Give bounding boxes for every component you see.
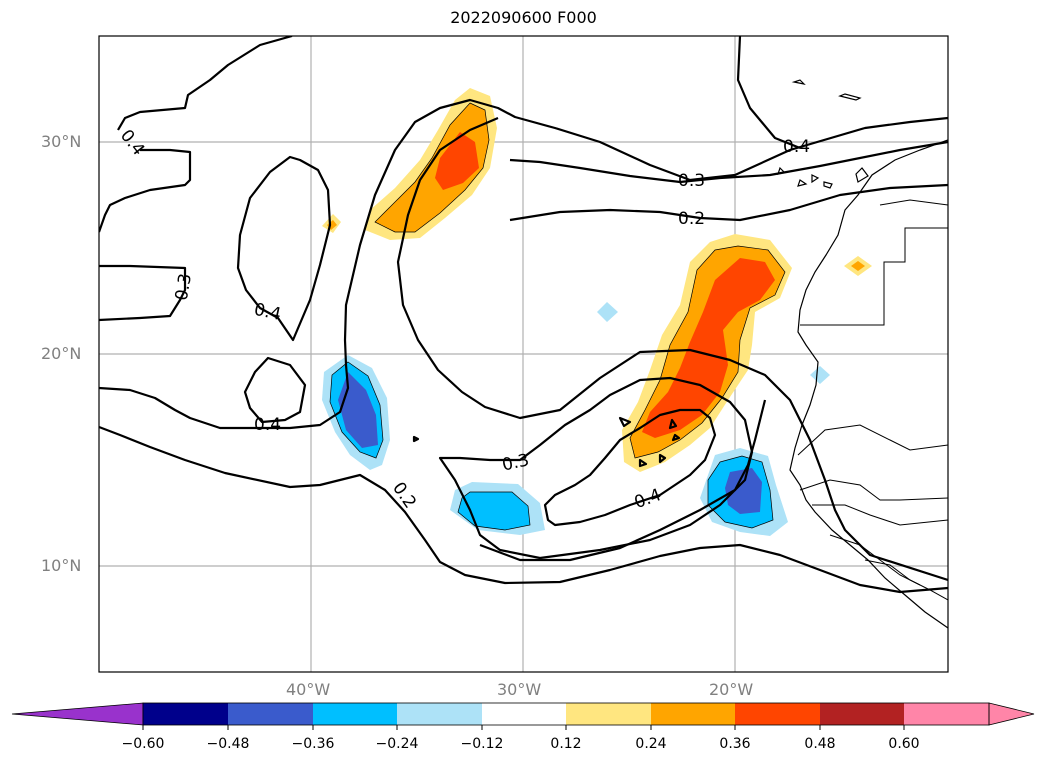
map-frame — [98, 35, 949, 673]
gridlines — [99, 36, 948, 672]
colorbar-tick-label: 0.48 — [804, 736, 836, 752]
colorbar-swatch — [313, 703, 397, 725]
colorbar-tick-label: −0.24 — [375, 736, 419, 752]
colorbar-swatch — [143, 703, 228, 725]
colorbar-swatch — [735, 703, 820, 725]
contour-label: 0.3 — [500, 450, 531, 475]
lat-label-10n: 10°N — [41, 556, 82, 575]
contour-label: 0.4 — [783, 137, 810, 157]
colorbar-tick-label: −0.12 — [460, 736, 504, 752]
contour-label: 0.4 — [254, 415, 281, 435]
colorbar-swatch — [397, 703, 482, 725]
lon-label-20w: 20°W — [709, 680, 754, 699]
colorbar-swatch — [482, 703, 566, 725]
contour-label: 0.2 — [678, 209, 705, 229]
colorbar-tick-label: 0.12 — [550, 736, 582, 752]
contour-lines — [99, 36, 948, 594]
colorbar-min-extend — [11, 702, 144, 726]
contour-label: 0.3 — [678, 171, 705, 191]
contour-label: 0.4 — [116, 126, 148, 160]
contour-label: 0.4 — [252, 300, 283, 325]
colorbar-tick-label: 0.60 — [888, 736, 920, 752]
colorbar-tick-label: −0.36 — [291, 736, 335, 752]
colorbar-swatch — [566, 703, 651, 725]
colorbar-tick-label: 0.24 — [635, 736, 667, 752]
lat-label-30n: 30°N — [41, 132, 82, 151]
colorbar-swatch — [820, 703, 904, 725]
colorbar-tick-label: 0.36 — [719, 736, 751, 752]
colorbar — [11, 702, 1035, 730]
colorbar-swatch — [651, 703, 735, 725]
map-title: 2022090600 F000 — [450, 8, 597, 27]
country-borders — [797, 199, 948, 601]
contour-label: 0.4 — [632, 485, 664, 513]
positive-anomaly-shading — [322, 88, 872, 472]
colorbar-swatch — [904, 703, 989, 725]
colorbar-max-extend — [988, 702, 1035, 726]
lon-label-30w: 30°W — [497, 680, 542, 699]
contour-label: 0.3 — [172, 272, 196, 302]
colorbar-tick-label: −0.60 — [121, 736, 165, 752]
lat-label-20n: 20°N — [41, 344, 82, 363]
lon-label-40w: 40°W — [286, 680, 331, 699]
contour-label: 0.2 — [388, 479, 420, 513]
coastlines — [777, 79, 948, 629]
colorbar-swatch — [228, 703, 313, 725]
colorbar-tick-label: −0.48 — [206, 736, 250, 752]
